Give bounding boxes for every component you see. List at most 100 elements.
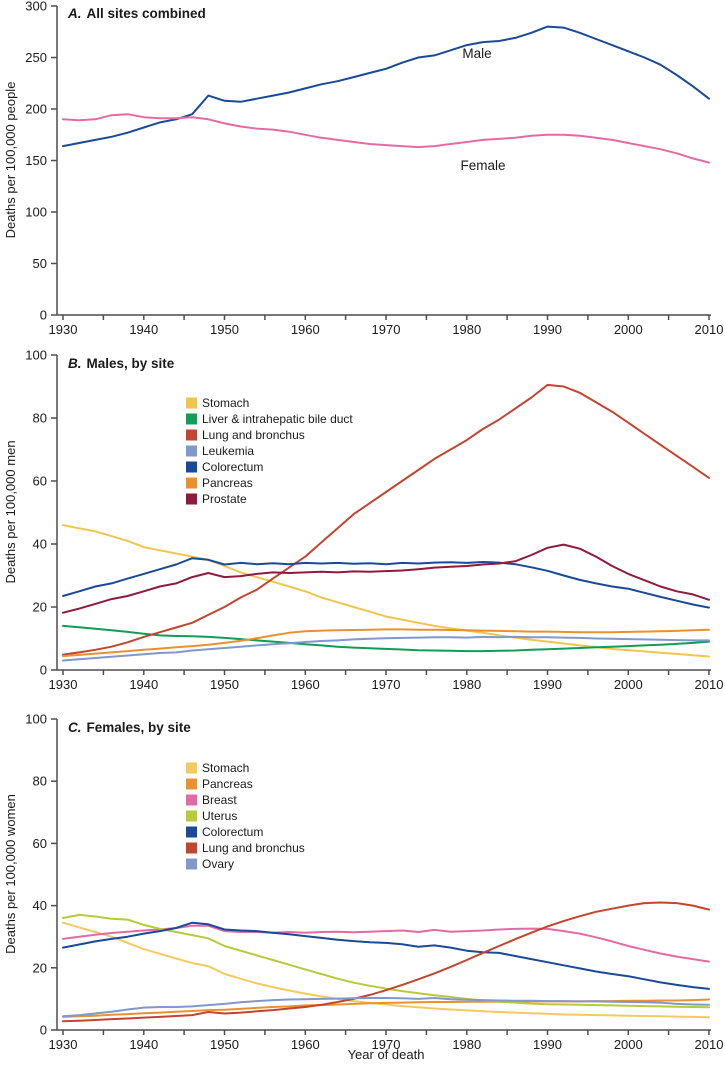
x-tick-label: 2010: [695, 322, 724, 337]
series-line-male: [62, 25, 710, 148]
male-line-label: Male: [462, 46, 491, 61]
y-tick-label: 100: [25, 205, 47, 220]
legend-label-lung-and-bronchus: Lung and bronchus: [202, 841, 305, 855]
legend-swatch-stomach: [186, 397, 197, 409]
series-line-uterus: [62, 913, 710, 1009]
x-tick-label: 1960: [291, 322, 320, 337]
legend-swatch-leukemia: [186, 445, 197, 457]
legend-label-ovary: Ovary: [202, 857, 234, 871]
y-tick-label: 0: [40, 663, 47, 678]
panel-a-plot: 0 50 100 150 200 250 300 1930 1940 1950 1960 1970 19…: [25, 0, 723, 337]
x-tick-label: 1950: [210, 322, 239, 337]
legend-swatch-colorectum: [186, 826, 197, 838]
y-tick-label: 50: [33, 256, 47, 271]
legend-label-uterus: Uterus: [202, 809, 237, 823]
x-tick-label: 1960: [291, 677, 320, 692]
y-tick-label: 60: [33, 474, 47, 489]
x-tick-label: 1980: [452, 322, 481, 337]
legend-label-breast: Breast: [202, 793, 237, 807]
x-axis-label: Year of death: [348, 1047, 425, 1062]
legend-swatch-prostate: [186, 493, 197, 505]
y-tick-label: 150: [25, 153, 47, 168]
series-line-stomach: [62, 524, 710, 658]
series-line-colorectum: [62, 557, 710, 609]
series-line-pancreas: [62, 628, 710, 658]
panel-a-title: A. All sites combined: [67, 6, 206, 21]
legend-label-colorectum: Colorectum: [202, 460, 263, 474]
legend-swatch-breast: [186, 794, 197, 806]
x-tick-label: 1930: [49, 1037, 78, 1052]
x-tick-label: 1980: [452, 677, 481, 692]
series-line-lung-and-bronchus: [62, 901, 710, 1023]
y-tick-label: 300: [25, 0, 47, 14]
y-tick-label: 100: [25, 712, 47, 727]
y-tick-label: 80: [33, 774, 47, 789]
legend-swatch-pancreas: [186, 477, 197, 489]
series-line-prostate: [62, 543, 710, 614]
panel-a-y-axis-label: Deaths per 100,000 people: [3, 82, 18, 239]
panel-b-y-axis-label: Deaths per 100,000 men: [3, 440, 18, 583]
panel-c-y-axis-label: Deaths per 100,000 women: [3, 794, 18, 954]
panel-c-title: C. Females, by site: [68, 720, 191, 735]
y-tick-label: 0: [40, 1023, 47, 1038]
legend-label-lung-and-bronchus: Lung and bronchus: [202, 428, 305, 442]
panel-c-plot: 0 20 40 60 80 100 1930 1940 1950 1960 1970 1980 1990…: [25, 712, 723, 1053]
x-tick-label: 2010: [695, 1037, 724, 1052]
series-line-liver-intrahepatic-bile-duct: [62, 624, 710, 653]
legend-label-liver-intrahepatic-bile-duct: Liver & intrahepatic bile duct: [202, 412, 353, 426]
legend-swatch-lung-and-bronchus: [186, 842, 197, 854]
x-tick-label: 1990: [533, 677, 562, 692]
y-tick-label: 40: [33, 898, 47, 913]
x-tick-label: 2000: [614, 322, 643, 337]
legend-swatch-colorectum: [186, 461, 197, 473]
legend-label-prostate: Prostate: [202, 492, 247, 506]
legend-label-stomach: Stomach: [202, 396, 249, 410]
series-line-lung-and-bronchus: [62, 383, 710, 656]
series-line-female: [62, 113, 710, 164]
legend-swatch-ovary: [186, 858, 197, 870]
y-tick-label: 20: [33, 960, 47, 975]
x-tick-label: 1930: [49, 322, 78, 337]
x-tick-label: 1970: [372, 322, 401, 337]
series-line-leukemia: [62, 635, 710, 662]
series-line-stomach: [62, 921, 710, 1019]
x-tick-label: 2010: [695, 677, 724, 692]
legend: Stomach Liver & intrahepatic bile duct Lun…: [186, 396, 353, 506]
x-tick-label: 1950: [210, 1037, 239, 1052]
legend-label-pancreas: Pancreas: [202, 476, 253, 490]
x-tick-label: 1970: [372, 1037, 401, 1052]
y-tick-label: 20: [33, 600, 47, 615]
legend-label-pancreas: Pancreas: [202, 777, 253, 791]
series-line-colorectum: [62, 921, 710, 990]
x-tick-label: 1980: [452, 1037, 481, 1052]
series-line-ovary: [62, 997, 710, 1018]
y-tick-label: 100: [25, 348, 47, 363]
legend-label-colorectum: Colorectum: [202, 825, 263, 839]
panel-b-title: B. Males, by site: [68, 356, 175, 371]
x-tick-label: 1960: [291, 1037, 320, 1052]
panel-b-plot: 0 20 40 60 80 100 1930 1940 1950 1960 1970 1980 1990…: [25, 348, 723, 693]
legend-swatch-pancreas: [186, 778, 197, 790]
y-tick-label: 250: [25, 50, 47, 65]
x-tick-label: 1950: [210, 677, 239, 692]
legend-swatch-uterus: [186, 810, 197, 822]
female-line-label: Female: [460, 158, 505, 173]
y-tick-label: 40: [33, 537, 47, 552]
legend: Stomach Pancreas Breast Uterus Colorectum Lun…: [186, 761, 305, 871]
legend-label-leukemia: Leukemia: [202, 444, 254, 458]
legend-swatch-liver-intrahepatic-bile-duct: [186, 413, 197, 425]
x-tick-label: 1930: [49, 677, 78, 692]
x-tick-label: 2000: [614, 1037, 643, 1052]
legend-swatch-stomach: [186, 762, 197, 774]
y-tick-label: 80: [33, 411, 47, 426]
x-tick-label: 1940: [129, 1037, 158, 1052]
x-tick-label: 2000: [614, 677, 643, 692]
legend-swatch-lung-and-bronchus: [186, 429, 197, 441]
x-tick-label: 1990: [533, 1037, 562, 1052]
x-tick-label: 1970: [372, 677, 401, 692]
y-tick-label: 200: [25, 102, 47, 117]
y-tick-label: 0: [40, 308, 47, 323]
x-tick-label: 1990: [533, 322, 562, 337]
